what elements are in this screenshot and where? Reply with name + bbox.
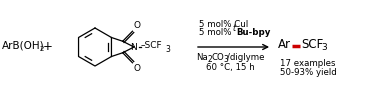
Text: Bu-bpy: Bu-bpy (236, 28, 270, 37)
Text: 3: 3 (223, 55, 228, 64)
Text: 2: 2 (40, 46, 44, 52)
Text: SCF: SCF (301, 39, 323, 52)
Text: N: N (130, 43, 137, 52)
Text: 17 examples: 17 examples (280, 59, 336, 68)
Text: –SCF: –SCF (141, 41, 162, 50)
Text: Na: Na (196, 53, 208, 62)
Text: t: t (233, 24, 236, 33)
Text: +: + (43, 40, 53, 53)
Text: 5 mol%: 5 mol% (199, 28, 234, 37)
Text: 5 mol% CuI: 5 mol% CuI (199, 20, 248, 29)
Text: 3: 3 (321, 44, 327, 53)
Text: CO: CO (212, 53, 225, 62)
Text: /diglyme: /diglyme (227, 53, 265, 62)
Text: O: O (133, 21, 141, 30)
Text: Ar: Ar (278, 39, 291, 52)
Text: 2: 2 (208, 55, 213, 64)
Text: O: O (133, 64, 141, 73)
Text: 3: 3 (165, 45, 170, 54)
Text: 50-93% yield: 50-93% yield (280, 68, 337, 77)
Text: ArB(OH): ArB(OH) (2, 41, 44, 51)
Text: 60 °C, 15 h: 60 °C, 15 h (206, 63, 255, 72)
